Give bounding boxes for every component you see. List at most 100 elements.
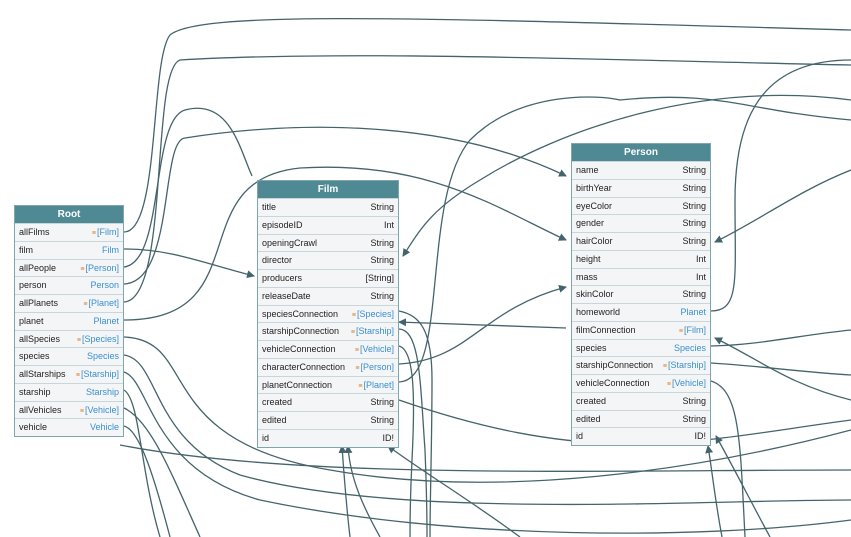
field-type[interactable]: Vehicle xyxy=(90,419,119,436)
field-name: vehicleConnection xyxy=(576,378,650,388)
field-row[interactable]: gender String xyxy=(572,214,710,232)
field-row[interactable]: characterConnection ≡[Person] xyxy=(258,357,398,376)
field-type[interactable]: ≡[Starship] xyxy=(663,357,706,374)
field-type-label: ID! xyxy=(382,432,394,443)
field-row[interactable]: speciesConnection ≡[Species] xyxy=(258,304,398,323)
field-row[interactable]: vehicleConnection ≡[Vehicle] xyxy=(572,374,710,392)
field-type-label: String xyxy=(370,255,394,266)
field-type[interactable]: ≡[Film] xyxy=(92,224,119,241)
edge-allfilms xyxy=(123,17,851,233)
field-row[interactable]: vehicleConnection ≡[Vehicle] xyxy=(258,340,398,358)
field-type[interactable]: Starship xyxy=(86,384,119,401)
field-row[interactable]: starship Starship xyxy=(15,382,123,401)
field-row[interactable]: mass Int xyxy=(572,267,710,286)
field-row[interactable]: planet Planet xyxy=(15,311,123,330)
field-row[interactable]: allPeople ≡[Person] xyxy=(15,258,123,277)
field-name: starshipConnection xyxy=(262,326,340,337)
field-row[interactable]: planetConnection ≡[Planet] xyxy=(258,375,398,394)
edge-film-to-film xyxy=(123,248,255,279)
field-name: species xyxy=(576,342,607,353)
field-row[interactable]: height Int xyxy=(572,249,710,268)
field-type[interactable]: ≡[Species] xyxy=(352,306,394,323)
field-type[interactable]: ≡[Vehicle] xyxy=(80,402,119,419)
root-node[interactable]: Root allFilms ≡[Film] film Film allPeople ≡[P… xyxy=(14,205,124,437)
field-type[interactable]: Planet xyxy=(93,313,119,330)
field-row[interactable]: film Film xyxy=(15,240,123,259)
field-type-label: String xyxy=(682,200,706,211)
field-type: String xyxy=(370,394,394,411)
field-row[interactable]: vehicle Vehicle xyxy=(15,418,123,436)
edge-allplanets xyxy=(123,55,851,303)
field-type[interactable]: ≡[Person] xyxy=(80,260,119,277)
field-row[interactable]: birthYear String xyxy=(572,178,710,197)
field-type[interactable]: ≡[Planet] xyxy=(83,295,119,312)
field-name: created xyxy=(576,395,607,406)
field-type-label: String xyxy=(682,413,706,424)
field-row[interactable]: filmConnection ≡[Film] xyxy=(572,320,710,339)
field-type[interactable]: ≡[Vehicle] xyxy=(667,375,706,392)
field-row[interactable]: openingCrawl String xyxy=(258,233,398,252)
field-type[interactable]: Film xyxy=(102,242,119,259)
field-row[interactable]: skinColor String xyxy=(572,285,710,303)
field-row[interactable]: title String xyxy=(258,198,398,216)
field-type-label: Film xyxy=(102,244,119,255)
field-type-label: Int xyxy=(695,271,706,282)
field-row[interactable]: id ID! xyxy=(258,428,398,447)
field-row[interactable]: releaseDate String xyxy=(258,286,398,305)
film-node[interactable]: Film title String episodeID Int openingCrawl… xyxy=(257,180,399,448)
field-row[interactable]: id ID! xyxy=(572,427,710,445)
field-row[interactable]: allSpecies ≡[Species] xyxy=(15,329,123,348)
field-name: director xyxy=(262,255,293,266)
field-type[interactable]: ≡[Starship] xyxy=(76,366,119,383)
field-type[interactable]: ≡[Vehicle] xyxy=(355,341,394,358)
edge-into-film-2 xyxy=(344,445,381,537)
field-row[interactable]: allStarships ≡[Starship] xyxy=(15,365,123,383)
field-name: title xyxy=(262,202,277,212)
field-row[interactable]: name String xyxy=(572,161,710,179)
edge-starship xyxy=(123,389,161,537)
field-type-label: String xyxy=(370,237,394,248)
field-row[interactable]: created String xyxy=(258,393,398,411)
field-row[interactable]: allFilms ≡[Film] xyxy=(15,223,123,241)
field-type[interactable]: ≡[Planet] xyxy=(358,377,394,394)
field-row[interactable]: species Species xyxy=(572,338,710,357)
connection-icon: ≡ xyxy=(355,364,360,372)
field-type[interactable]: ≡[Person] xyxy=(355,359,394,376)
field-row[interactable]: edited String xyxy=(572,409,710,428)
field-type: Int xyxy=(696,251,706,268)
field-type-label: [Film] xyxy=(684,324,706,335)
connection-icon: ≡ xyxy=(354,347,359,354)
edge-planet xyxy=(123,166,567,321)
field-type[interactable]: Species xyxy=(87,348,119,365)
field-type[interactable]: Person xyxy=(90,277,119,294)
field-row[interactable]: created String xyxy=(572,391,710,410)
field-row[interactable]: edited String xyxy=(258,411,398,429)
field-row[interactable]: homeworld Planet xyxy=(572,303,710,321)
field-type[interactable]: ≡[Starship] xyxy=(351,323,394,340)
edge-speciesconnection xyxy=(398,310,433,537)
field-row[interactable]: species Species xyxy=(15,347,123,365)
field-type[interactable]: Species xyxy=(674,340,706,357)
field-type[interactable]: ≡[Species] xyxy=(77,331,119,348)
field-row[interactable]: allVehicles ≡[Vehicle] xyxy=(15,400,123,419)
field-row[interactable]: starshipConnection ≡[Starship] xyxy=(572,356,710,374)
field-type-label: Planet xyxy=(680,307,706,317)
field-type[interactable]: Planet xyxy=(680,304,706,321)
field-type-label: [Planet] xyxy=(363,379,394,390)
field-type-label: Planet xyxy=(93,315,119,326)
field-name: allSpecies xyxy=(19,333,61,344)
field-row[interactable]: episodeID Int xyxy=(258,215,398,234)
field-row[interactable]: starshipConnection ≡[Starship] xyxy=(258,322,398,340)
field-row[interactable]: person Person xyxy=(15,276,123,294)
field-row[interactable]: hairColor String xyxy=(572,232,710,250)
person-node[interactable]: Person name String birthYear String eyeColor… xyxy=(571,143,711,446)
field-type[interactable]: ≡[Film] xyxy=(679,322,706,339)
field-type: String xyxy=(370,199,394,216)
field-row[interactable]: producers [String] xyxy=(258,269,398,287)
field-row[interactable]: director String xyxy=(258,251,398,269)
field-row[interactable]: allPlanets ≡[Planet] xyxy=(15,294,123,312)
field-name: gender xyxy=(576,218,605,229)
field-row[interactable]: eyeColor String xyxy=(572,196,710,215)
field-name: height xyxy=(576,253,601,264)
